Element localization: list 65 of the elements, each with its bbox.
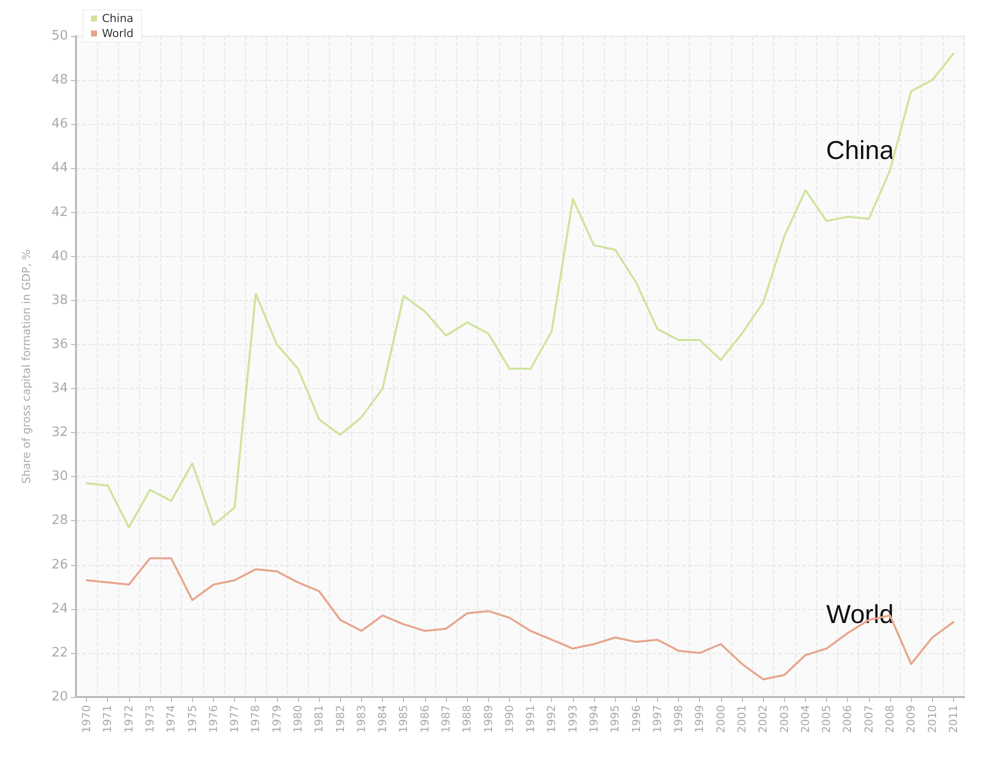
x-tick-label: 1981 xyxy=(312,705,326,733)
x-tick-label: 2006 xyxy=(841,705,854,733)
x-tick-label: 1997 xyxy=(650,705,664,733)
x-tick-label: 1988 xyxy=(460,705,474,733)
x-tick-label: 2009 xyxy=(904,705,918,733)
legend-label: China xyxy=(102,12,134,25)
x-tick-label: 1977 xyxy=(228,705,242,733)
legend-label: World xyxy=(102,27,134,40)
x-tick-label: 1982 xyxy=(334,705,347,733)
y-axis-title: Share of gross capital formation in GDP, % xyxy=(20,249,33,484)
x-tick-label: 1993 xyxy=(566,705,580,733)
x-tick-label: 1976 xyxy=(206,705,220,733)
x-tick-label: 2003 xyxy=(778,705,791,733)
y-tick-label: 30 xyxy=(51,469,68,484)
y-tick-label: 20 xyxy=(51,690,68,704)
x-tick-label: 2002 xyxy=(756,705,770,733)
x-tick-label: 1998 xyxy=(672,705,686,733)
x-tick-label: 1979 xyxy=(270,705,284,733)
x-tick-label: 1980 xyxy=(292,705,304,733)
line-series xyxy=(86,52,954,528)
x-tick-label: 1994 xyxy=(588,705,600,733)
y-tick-label: 40 xyxy=(51,248,68,264)
x-tick-label: 2000 xyxy=(714,705,728,733)
x-tick-label: 2005 xyxy=(820,705,834,733)
x-tick-label: 1991 xyxy=(524,705,538,733)
y-tick-label: 48 xyxy=(51,72,68,88)
x-tick-label: 1978 xyxy=(249,705,262,733)
x-tick-label: 1989 xyxy=(482,705,495,733)
x-tick-label: 2010 xyxy=(926,705,939,733)
x-tick-label: 1984 xyxy=(376,705,390,733)
y-tick-label: 32 xyxy=(51,425,68,440)
y-tick-label: 34 xyxy=(51,381,68,396)
x-tick-label: 2011 xyxy=(946,705,960,733)
x-tick-label: 1972 xyxy=(122,705,136,733)
y-tick-label: 28 xyxy=(51,513,68,528)
x-tick-label: 1990 xyxy=(502,705,516,733)
x-tick-label: 2004 xyxy=(798,705,812,733)
x-tick-label: 1974 xyxy=(164,705,178,733)
y-tick-label: 26 xyxy=(51,557,68,572)
x-tick-label: 1987 xyxy=(440,705,452,733)
x-tick-label: 1992 xyxy=(545,705,558,733)
x-tick-label: 1983 xyxy=(354,705,368,733)
y-tick-label: 24 xyxy=(51,601,68,616)
x-tick-label: 1999 xyxy=(693,705,706,733)
x-tick-label: 1986 xyxy=(418,705,432,733)
y-tick-label: 42 xyxy=(51,204,68,220)
annotation: World xyxy=(826,599,894,629)
y-tick-label: 50 xyxy=(51,28,68,44)
y-tick-label: 36 xyxy=(51,336,68,352)
y-tick-label: 38 xyxy=(51,292,68,308)
x-tick-label: 1996 xyxy=(630,705,643,733)
line-series xyxy=(86,557,954,680)
y-tick-label: 22 xyxy=(51,645,68,660)
annotation: China xyxy=(826,135,895,165)
y-tick-label: 46 xyxy=(51,116,68,132)
x-tick-label: 1975 xyxy=(186,705,199,733)
x-tick-label: 1985 xyxy=(397,705,410,733)
y-tick-label: 44 xyxy=(51,160,68,176)
x-tick-label: 1971 xyxy=(101,705,114,733)
x-tick-label: 1970 xyxy=(80,705,94,733)
x-tick-label: 1973 xyxy=(144,705,156,733)
x-tick-label: 2008 xyxy=(884,705,896,733)
x-tick-label: 1995 xyxy=(608,705,622,733)
x-tick-label: 2001 xyxy=(736,705,748,733)
x-tick-label: 2007 xyxy=(862,705,876,733)
